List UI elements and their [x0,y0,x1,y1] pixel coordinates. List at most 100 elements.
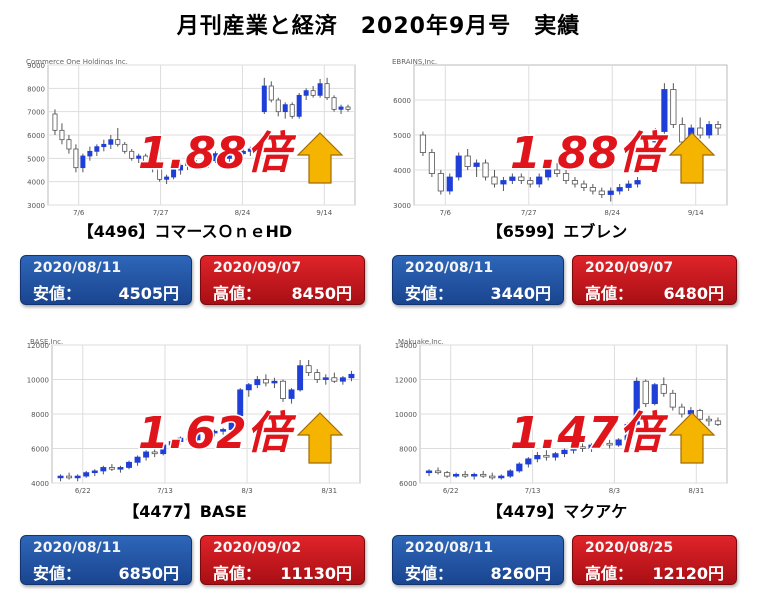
low-date: 2020/08/11 [405,540,494,556]
candle-body [642,380,649,405]
low-date: 2020/08/11 [33,540,122,556]
candle-body [706,124,713,136]
candle-body [652,131,659,143]
x-tick-label: 7/6 [440,209,452,217]
candlestick-chart: BASE,Inc. 4000 6000 8000 10000 12000 6/22 7/13 8… [27,338,361,495]
candle-body [303,90,309,96]
x-tick-label: 7/13 [525,487,541,495]
candle-body [288,389,295,399]
candle-body [203,432,209,436]
y-tick-label: 4000 [27,179,45,187]
candle-body [634,180,641,185]
chart-source-label: Commerce One Holdings Inc. [26,58,128,66]
candle-body [310,90,316,96]
candle-body [185,160,191,166]
y-tick-label: 12000 [395,377,417,385]
candle-body [561,449,568,455]
x-tick-label: 8/31 [688,487,704,495]
candle-body [507,470,514,477]
high-label: 高値： [213,564,262,583]
candle-body [254,146,260,150]
candle-body [651,384,658,405]
high-price-box: 2020/08/25 高値： 12120円 [572,535,737,585]
y-tick-label: 10000 [395,411,417,419]
candle-body [443,472,451,477]
candle-body [73,148,79,169]
company-name: 【4496】コマースＯｎｅHD [77,222,293,241]
y-tick-label: 4000 [31,480,49,488]
y-tick-label: 8000 [27,85,45,93]
up-arrow-icon [668,412,716,464]
candle-body [129,150,135,159]
x-tick-label: 8/24 [235,209,251,217]
candle-body [570,446,577,451]
candle-body [660,384,667,394]
y-tick-label: 6000 [27,132,45,140]
y-tick-label: 8000 [399,446,417,454]
candle-body [500,180,507,185]
x-tick-label: 6/22 [443,487,459,495]
candle-body [607,190,614,195]
candle-body [462,473,469,477]
candle-body [491,176,498,185]
candle-body [338,106,344,110]
y-tick-label: 4000 [393,167,411,175]
candle-body [498,475,505,479]
high-label: 高値： [585,284,634,303]
y-tick-label: 7000 [27,109,45,117]
low-value: 4505円 [118,284,179,303]
candle-body [151,451,158,455]
candle-body [473,162,480,167]
x-tick-label: 7/27 [521,209,537,217]
candle-body [489,475,496,479]
multiplier-text: 1.62倍 [138,408,297,459]
y-tick-label: 6000 [393,97,411,105]
high-value: 8450円 [291,284,352,303]
company-name: 【4479】マクアケ [486,502,628,521]
candle-body [428,152,435,174]
candlestick-chart: EBRAINS,Inc. 3000 4000 5000 6000 7/6 7/27 8/24 9… [392,58,728,217]
x-tick-label: 9/14 [688,209,704,217]
candle-body [83,472,90,477]
candle-body [580,183,587,188]
candle-body [237,389,244,417]
chart-source-label: Makuake,Inc. [398,338,444,346]
candle-body [199,162,204,166]
y-tick-label: 3000 [27,202,45,210]
candlestick-chart: Commerce One Holdings Inc. 3000 4000 5000 60… [26,58,356,217]
candle-body [331,377,338,382]
multiplier-text: 1.88倍 [138,128,297,179]
candle-body [117,467,124,470]
candle-body [314,372,321,380]
y-tick-label: 8000 [31,411,49,419]
candle-body [87,150,93,157]
candle-body [714,420,722,425]
candle-body [705,418,713,422]
candle-body [150,164,156,169]
candle-body [115,139,121,145]
candle-body [597,442,604,446]
high-date: 2020/08/25 [585,540,674,556]
candle-body [108,467,115,470]
candle-body [616,187,623,192]
high-date: 2020/09/07 [585,260,674,276]
candle-body [516,463,523,472]
candle-body [589,187,596,192]
candle-body [545,169,552,178]
low-price-box: 2020/08/11 安値： 3440円 [392,255,564,305]
candle-body [136,155,142,159]
low-label: 安値： [33,564,82,583]
candle-body [280,380,286,399]
up-arrow-icon [296,412,344,464]
candle-body [143,155,149,166]
candle-body [425,470,433,474]
candle-body [598,190,605,195]
x-tick-label: 8/31 [321,487,337,495]
chart-source-label: BASE,Inc. [30,338,63,346]
candle-body [670,89,677,125]
candle-body [331,97,337,110]
candle-body [66,139,72,150]
candle-body [178,164,184,171]
candle-body [534,455,541,460]
candle-body [122,143,128,152]
